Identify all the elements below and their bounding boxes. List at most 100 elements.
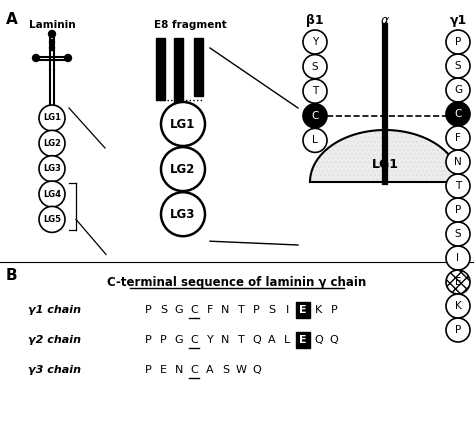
Circle shape <box>446 318 470 342</box>
Text: T: T <box>455 181 461 191</box>
Text: Y: Y <box>312 37 318 47</box>
Text: E8 fragment: E8 fragment <box>154 20 227 30</box>
Polygon shape <box>310 130 460 182</box>
Text: C: C <box>454 109 462 119</box>
Circle shape <box>303 79 327 103</box>
Text: L: L <box>284 335 291 345</box>
Circle shape <box>161 147 205 191</box>
Text: Q: Q <box>329 335 338 345</box>
Text: S: S <box>160 305 167 315</box>
Text: N: N <box>454 157 462 167</box>
Circle shape <box>303 104 327 128</box>
Text: E: E <box>455 277 461 287</box>
Text: A: A <box>268 335 276 345</box>
Circle shape <box>446 222 470 246</box>
Text: γ2 chain: γ2 chain <box>28 335 82 345</box>
Circle shape <box>303 55 327 79</box>
Text: LG5: LG5 <box>43 215 61 224</box>
Circle shape <box>39 105 65 131</box>
Circle shape <box>446 270 470 294</box>
Text: S: S <box>455 229 461 239</box>
Circle shape <box>446 246 470 270</box>
Circle shape <box>39 181 65 207</box>
Text: C: C <box>191 365 199 375</box>
Text: I: I <box>456 253 459 263</box>
Text: LG1: LG1 <box>43 114 61 122</box>
Text: P: P <box>253 305 260 315</box>
Text: Q: Q <box>252 335 261 345</box>
Text: C: C <box>311 111 319 121</box>
Text: G: G <box>175 335 183 345</box>
Text: Q: Q <box>252 365 261 375</box>
Circle shape <box>49 39 55 45</box>
Text: P: P <box>160 335 167 345</box>
Text: LG1: LG1 <box>372 158 399 171</box>
Circle shape <box>39 130 65 156</box>
Circle shape <box>48 30 55 37</box>
Text: Laminin: Laminin <box>29 20 75 30</box>
Text: P: P <box>455 205 461 215</box>
Text: LG1: LG1 <box>170 118 196 131</box>
Text: LG2: LG2 <box>170 163 196 176</box>
Text: K: K <box>315 305 322 315</box>
Text: W: W <box>236 365 246 375</box>
Text: F: F <box>207 305 213 315</box>
Circle shape <box>446 102 470 126</box>
Text: C-terminal sequence of laminin γ chain: C-terminal sequence of laminin γ chain <box>108 276 366 289</box>
Text: F: F <box>455 133 461 143</box>
Circle shape <box>33 55 39 62</box>
Circle shape <box>446 30 470 54</box>
Bar <box>174 38 183 108</box>
Circle shape <box>446 294 470 318</box>
Text: β1: β1 <box>306 14 324 27</box>
Text: E: E <box>299 305 307 315</box>
Text: K: K <box>455 301 461 311</box>
Circle shape <box>39 156 65 182</box>
Text: S: S <box>312 62 319 72</box>
Text: S: S <box>222 365 229 375</box>
Text: α: α <box>381 14 389 27</box>
Text: γ1 chain: γ1 chain <box>28 305 82 315</box>
Text: P: P <box>145 305 151 315</box>
Circle shape <box>49 46 55 50</box>
Text: T: T <box>312 86 318 96</box>
Circle shape <box>446 54 470 78</box>
Text: LG4: LG4 <box>43 190 61 198</box>
Text: γ1: γ1 <box>449 14 466 27</box>
Circle shape <box>446 126 470 150</box>
Text: Q: Q <box>314 335 323 345</box>
Text: Y: Y <box>207 335 213 345</box>
Text: S: S <box>268 305 275 315</box>
Text: L: L <box>312 135 318 145</box>
Circle shape <box>446 78 470 102</box>
Bar <box>296 332 310 348</box>
Text: A: A <box>6 12 18 27</box>
Bar <box>194 38 203 96</box>
Circle shape <box>303 30 327 54</box>
Text: P: P <box>145 365 151 375</box>
Text: G: G <box>454 85 462 95</box>
Text: P: P <box>455 37 461 47</box>
Text: LG3: LG3 <box>170 208 196 221</box>
Text: P: P <box>145 335 151 345</box>
Circle shape <box>446 174 470 198</box>
Text: N: N <box>221 305 230 315</box>
Circle shape <box>303 128 327 152</box>
Text: LG2: LG2 <box>43 139 61 148</box>
Bar <box>296 302 310 318</box>
Circle shape <box>161 102 205 146</box>
Circle shape <box>446 198 470 222</box>
Text: S: S <box>455 61 461 71</box>
Circle shape <box>64 55 72 62</box>
Circle shape <box>161 192 205 236</box>
Text: C: C <box>191 335 199 345</box>
Text: B: B <box>6 268 18 283</box>
Text: E: E <box>299 335 307 345</box>
Text: E: E <box>160 365 167 375</box>
Circle shape <box>39 207 65 232</box>
Text: P: P <box>455 325 461 335</box>
Text: C: C <box>191 305 199 315</box>
Text: P: P <box>331 305 337 315</box>
Text: G: G <box>175 305 183 315</box>
Text: N: N <box>175 365 183 375</box>
